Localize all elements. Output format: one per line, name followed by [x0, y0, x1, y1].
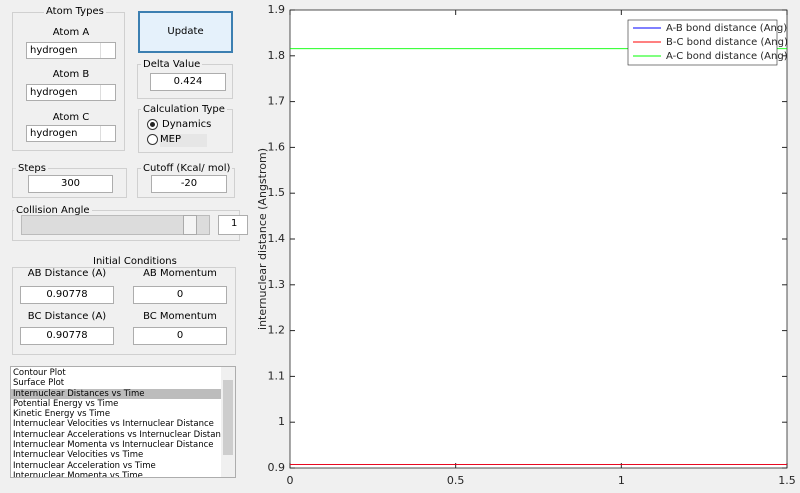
- plot-list[interactable]: Contour Plot Surface Plot Internuclear Dis…: [10, 366, 236, 478]
- list-item[interactable]: Potential Energy vs Time: [13, 398, 119, 409]
- initial-conditions-group: [12, 267, 236, 355]
- radio-label: Dynamics: [160, 119, 214, 130]
- legend-label: A-B bond distance (Ang): [666, 23, 787, 34]
- dropdown[interactable]: hydrogen: [26, 84, 116, 101]
- list-item[interactable]: Kinetic Energy vs Time: [13, 409, 111, 420]
- y-tick-label: 1.5: [268, 186, 286, 199]
- plot-area: [289, 9, 788, 469]
- list-item[interactable]: Internuclear Distances vs Time: [11, 388, 222, 399]
- steps-group: [12, 168, 127, 198]
- radio-label: MEP: [160, 134, 181, 145]
- y-tick-label: 1.3: [268, 278, 286, 291]
- y-axis-label: internuclear distance (Angstrom): [256, 148, 269, 330]
- chart: internuclear distance (Angstrom) 0.9 1 1.1…: [256, 3, 796, 487]
- scrollbar-thumb[interactable]: [223, 380, 233, 455]
- list-item[interactable]: Internuclear Momenta vs Time: [13, 470, 143, 478]
- label: BC Distance (A): [27, 311, 107, 322]
- text-input[interactable]: 0.424: [150, 73, 226, 91]
- label: AB Momentum: [143, 268, 217, 279]
- group-title: Atom Types: [44, 6, 106, 17]
- list-item[interactable]: Internuclear Velocities vs Time: [13, 450, 144, 461]
- text-input[interactable]: 0: [133, 286, 227, 304]
- list-item[interactable]: Internuclear Momenta vs Internuclear Dis…: [13, 440, 214, 451]
- x-tick-label: 0: [287, 474, 294, 487]
- legend-label: A-C bond distance (Ang): [666, 51, 788, 62]
- y-tick-label: 1.7: [268, 95, 286, 108]
- x-tick-label: 1.5: [778, 474, 796, 487]
- label: Atom B: [52, 69, 90, 80]
- list-item[interactable]: Surface Plot: [13, 378, 65, 389]
- text-input[interactable]: 1: [218, 215, 248, 235]
- group-title: Steps: [16, 163, 48, 174]
- label: Atom C: [52, 112, 90, 123]
- list-item[interactable]: Internuclear Velocities vs Internuclear …: [13, 419, 214, 430]
- group-title: Cutoff (Kcal/ mol): [141, 163, 233, 174]
- list-item[interactable]: Internuclear Accelerations vs Internucle…: [13, 429, 231, 440]
- y-tick-label: 1.1: [268, 369, 286, 382]
- y-tick-label: 0.9: [268, 461, 286, 474]
- y-tick-label: 1.8: [268, 49, 286, 62]
- label: BC Momentum: [143, 311, 217, 322]
- group-title: Collision Angle: [14, 205, 92, 216]
- group-title: Delta Value: [141, 59, 203, 70]
- label: Atom A: [52, 27, 90, 38]
- slider-thumb[interactable]: [183, 215, 197, 235]
- group-title: Initial Conditions: [91, 256, 179, 267]
- slider[interactable]: [21, 215, 210, 235]
- text-input[interactable]: 0.90778: [20, 286, 114, 304]
- update-button[interactable]: Update: [138, 11, 233, 53]
- text-input[interactable]: 300: [28, 175, 113, 193]
- list-item[interactable]: Internuclear Acceleration vs Time: [13, 460, 156, 471]
- y-tick-label: 1.9: [268, 3, 286, 16]
- dropdown[interactable]: hydrogen: [26, 42, 116, 59]
- label: AB Distance (A): [27, 268, 107, 279]
- text-input[interactable]: 0.90778: [20, 327, 114, 345]
- y-tick-label: 1: [278, 415, 285, 428]
- radio-button[interactable]: [147, 119, 158, 130]
- radio-highlight: [160, 134, 207, 147]
- y-tick-label: 1.4: [268, 232, 286, 245]
- list-item[interactable]: Contour Plot: [13, 368, 66, 378]
- y-tick-label: 1.2: [268, 324, 286, 337]
- text-input[interactable]: 0: [133, 327, 227, 345]
- x-tick-label: 1: [618, 474, 625, 487]
- text-input[interactable]: -20: [151, 175, 227, 193]
- x-tick-label: 0.5: [447, 474, 465, 487]
- y-tick-label: 1.6: [268, 140, 286, 153]
- group-title: Calculation Type: [141, 104, 227, 115]
- dropdown[interactable]: hydrogen: [26, 125, 116, 142]
- legend-label: B-C bond distance (Ang): [666, 37, 788, 48]
- radio-button[interactable]: [147, 134, 158, 145]
